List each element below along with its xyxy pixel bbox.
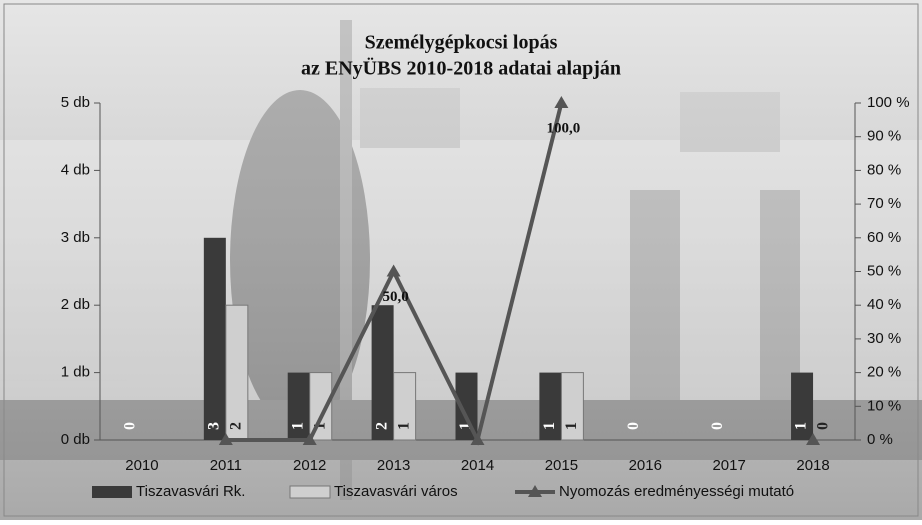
- x-tick-label: 2012: [293, 457, 326, 474]
- chart-title: Személygépkocsi lopás: [365, 32, 558, 54]
- y-tick-label: 4 db: [61, 161, 90, 178]
- y-tick-label: 2 db: [61, 296, 90, 313]
- x-tick-label: 2016: [629, 457, 662, 474]
- bar-label: 2: [373, 422, 390, 430]
- y2-tick-label: 80 %: [867, 161, 901, 178]
- legend-label: Tiszavasvári Rk.: [136, 483, 245, 500]
- bar-label: 0: [815, 422, 832, 430]
- bar-label: 1: [793, 422, 810, 430]
- bar-label: 1: [541, 422, 558, 430]
- legend-swatch: [290, 486, 330, 498]
- chart: Személygépkocsi lopás az ENyÜBS 2010-201…: [0, 0, 922, 520]
- y2-tick-label: 0 %: [867, 431, 893, 448]
- bar-label: 0: [625, 422, 642, 430]
- bar-label: 0: [709, 422, 726, 430]
- x-tick-label: 2015: [545, 457, 578, 474]
- x-tick-label: 2018: [796, 457, 829, 474]
- y-tick-label: 3 db: [61, 229, 90, 246]
- bar: [372, 305, 394, 440]
- y2-tick-label: 50 %: [867, 262, 901, 279]
- line-label: 50,0: [382, 289, 408, 305]
- legend-swatch: [92, 486, 132, 498]
- y2-tick-label: 90 %: [867, 128, 901, 145]
- bar-label: 0: [122, 422, 139, 430]
- x-tick-label: 2014: [461, 457, 494, 474]
- x-tick-label: 2013: [377, 457, 410, 474]
- bar-label: 1: [289, 422, 306, 430]
- y-tick-label: 5 db: [61, 94, 90, 111]
- y2-tick-label: 20 %: [867, 364, 901, 381]
- x-tick-label: 2011: [210, 457, 242, 474]
- bar: [226, 305, 248, 440]
- bar-label: 2: [228, 422, 245, 430]
- x-tick-label: 2017: [712, 457, 745, 474]
- y2-tick-label: 60 %: [867, 229, 901, 246]
- y2-tick-label: 70 %: [867, 195, 901, 212]
- y2-tick-label: 40 %: [867, 296, 901, 313]
- y2-tick-label: 30 %: [867, 330, 901, 347]
- y-tick-label: 1 db: [61, 364, 90, 381]
- y2-tick-label: 10 %: [867, 397, 901, 414]
- legend-label: Nyomozás eredményességi mutató: [559, 483, 794, 500]
- y-tick-label: 0 db: [61, 431, 90, 448]
- bar-label: 1: [563, 422, 580, 430]
- bar-label: 1: [395, 422, 412, 430]
- x-tick-label: 2010: [125, 457, 158, 474]
- legend-label: Tiszavasvári város: [334, 483, 458, 500]
- bar: [204, 238, 226, 440]
- y2-tick-label: 100 %: [867, 94, 910, 111]
- chart-subtitle: az ENyÜBS 2010-2018 adatai alapján: [301, 57, 621, 80]
- line-label: 100,0: [547, 120, 581, 136]
- bar-label: 3: [206, 422, 223, 430]
